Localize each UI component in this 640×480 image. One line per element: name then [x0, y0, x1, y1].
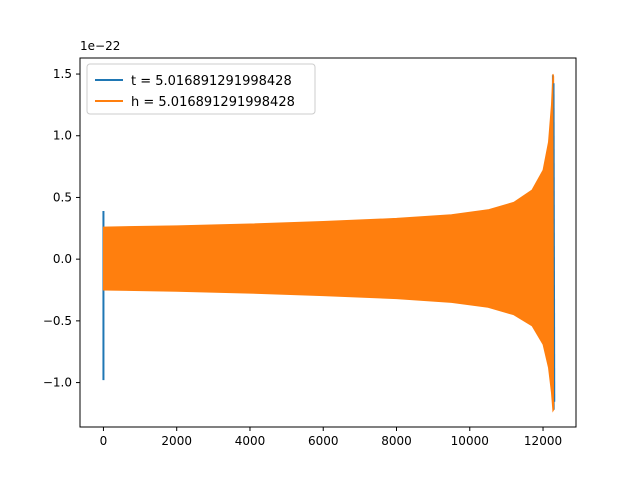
y-tick-label: 0.5 — [53, 190, 72, 204]
plot-area — [102, 73, 556, 413]
x-tick-label: 4000 — [235, 434, 266, 448]
x-tick-label: 0 — [100, 434, 108, 448]
y-tick-label: −0.5 — [43, 314, 72, 328]
y-tick-label: 1.5 — [53, 67, 72, 81]
x-tick-label: 2000 — [161, 434, 192, 448]
legend-box — [86, 63, 316, 115]
series-group — [102, 73, 556, 413]
y-tick-label: 0.0 — [53, 252, 72, 266]
x-tick-label: 8000 — [381, 434, 412, 448]
series-h-envelope — [102, 73, 555, 413]
legend-label: h = 5.016891291998428 — [131, 95, 295, 110]
y-axis-offset-label: 1e−22 — [80, 39, 120, 53]
legend: t = 5.016891291998428 h = 5.0168912919984… — [86, 63, 316, 115]
y-tick-label: −1.0 — [43, 376, 72, 390]
x-tick-label: 6000 — [308, 434, 339, 448]
y-tick-label: 1.0 — [53, 129, 72, 143]
axis-ticks: 0 2000 4000 6000 8000 10000 12000 −1.0 −0.5 0.0 0.… — [43, 67, 562, 448]
series-t-end-spike — [553, 83, 556, 402]
x-tick-label: 12000 — [524, 434, 562, 448]
x-tick-label: 10000 — [451, 434, 489, 448]
legend-label: t = 5.016891291998428 — [131, 74, 292, 89]
axes-frame — [79, 57, 577, 428]
